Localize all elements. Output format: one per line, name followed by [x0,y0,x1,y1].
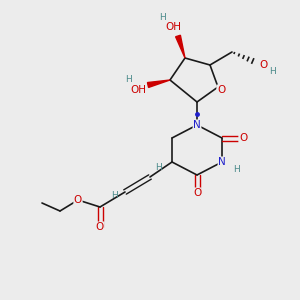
Text: OH: OH [130,85,146,95]
Text: O: O [217,85,225,95]
Text: O: O [96,222,104,232]
Text: O: O [74,195,82,205]
Polygon shape [147,80,170,87]
Text: O: O [239,133,247,143]
Polygon shape [176,35,185,58]
Text: O: O [259,60,267,70]
Text: N: N [218,157,226,167]
Text: OH: OH [165,22,181,32]
Text: H: H [160,14,167,22]
Text: N: N [193,120,201,130]
Text: H: H [154,164,161,172]
Text: O: O [193,188,201,198]
Text: H: H [234,164,240,173]
Text: H: H [124,76,131,85]
Text: H: H [270,68,276,76]
Text: H: H [112,190,118,200]
